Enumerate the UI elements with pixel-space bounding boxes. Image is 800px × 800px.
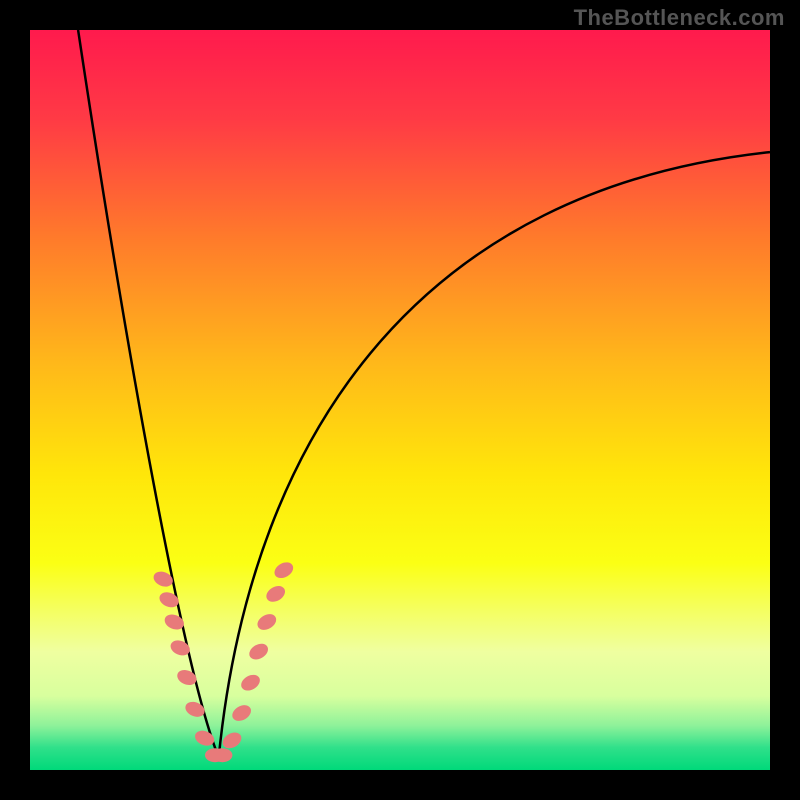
chart-curve-layer	[30, 30, 770, 770]
marker	[272, 559, 296, 581]
marker	[264, 583, 288, 605]
marker	[212, 748, 232, 762]
marker	[246, 641, 270, 663]
marker	[175, 667, 199, 687]
marker	[183, 699, 207, 719]
marker	[238, 672, 262, 694]
marker	[220, 729, 244, 751]
marker	[255, 611, 279, 633]
watermark-text: TheBottleneck.com	[574, 5, 785, 31]
chart-container: TheBottleneck.com	[0, 0, 800, 800]
data-markers	[151, 559, 296, 762]
marker	[229, 702, 253, 724]
